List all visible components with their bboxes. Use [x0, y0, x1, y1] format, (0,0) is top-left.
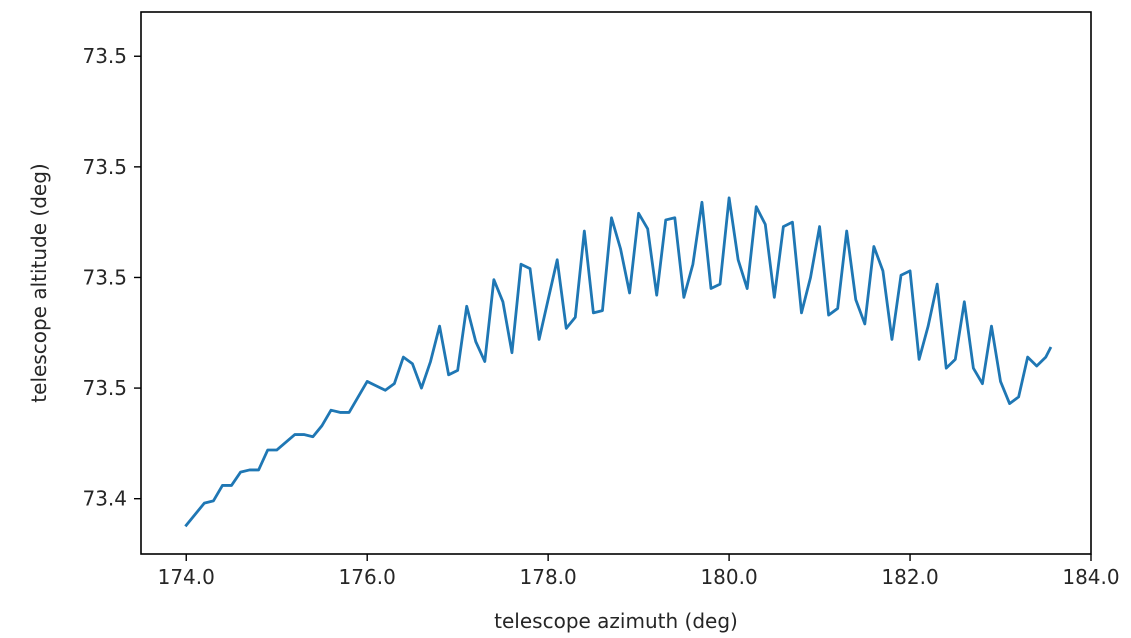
x-tick-label: 180.0: [700, 565, 757, 589]
y-tick-label: 73.4: [82, 487, 127, 511]
y-tick-label: 73.5: [82, 376, 127, 400]
x-tick-label: 174.0: [158, 565, 215, 589]
x-tick-label: 178.0: [520, 565, 577, 589]
y-axis-label: telescope altitude (deg): [27, 163, 51, 402]
x-tick-label: 176.0: [339, 565, 396, 589]
x-tick-label: 184.0: [1062, 565, 1119, 589]
y-tick-label: 73.5: [82, 44, 127, 68]
series-line: [184, 196, 1053, 528]
series-layer: [184, 196, 1053, 528]
x-tick-label: 182.0: [881, 565, 938, 589]
y-tick-label: 73.5: [82, 265, 127, 289]
y-tick-label: 73.5: [82, 155, 127, 179]
ticks-layer: 174.0 176.0 178.0 180.0 182.0 184.0 73.4 73.5 73…: [82, 44, 1119, 589]
plot-frame: [140, 11, 1092, 555]
x-axis-label: telescope azimuth (deg): [494, 609, 738, 633]
